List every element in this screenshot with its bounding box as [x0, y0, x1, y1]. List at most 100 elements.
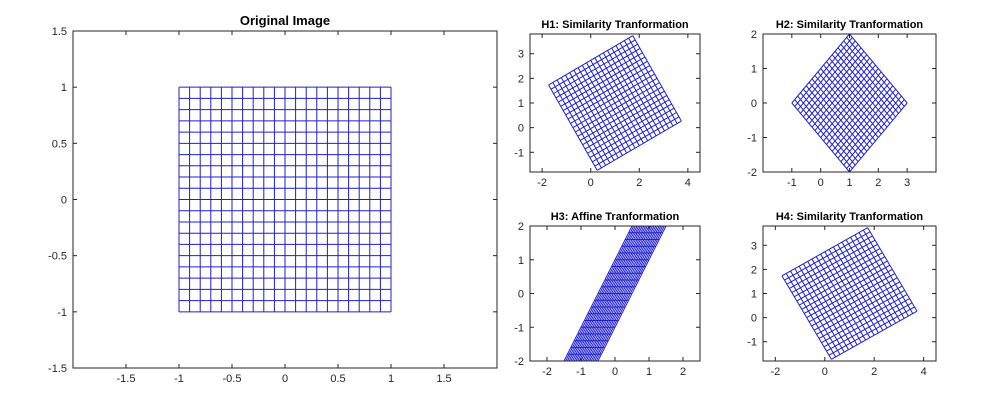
- grid-line-horizontal: [811, 57, 871, 128]
- grid-line-vertical: [632, 35, 682, 122]
- y-tick-label: -1: [747, 337, 757, 349]
- y-tick-label: 1: [61, 82, 67, 94]
- grid-line-horizontal: [553, 43, 638, 94]
- x-tick-label: -1: [174, 373, 184, 385]
- transformed-grid: [791, 34, 908, 172]
- grid-line-vertical: [597, 226, 667, 361]
- grid-line-vertical: [850, 237, 901, 322]
- grid-line-vertical: [845, 239, 897, 324]
- panel-h4-similarity: -2 0 2 4 -1 0 1 2 3 H4: Similarity Tranformation: [747, 211, 937, 378]
- y-tick-label: 2: [751, 29, 757, 41]
- grid-line-vertical: [791, 102, 850, 172]
- x-tick-label: 2: [871, 366, 877, 378]
- y-tick-label: -1.5: [48, 363, 67, 375]
- grid-line-horizontal: [801, 260, 888, 310]
- y-tick-label: 0: [518, 289, 524, 301]
- chart-title: Original Image: [240, 13, 330, 28]
- grid-line-horizontal: [797, 40, 856, 111]
- chart-title: H3: Affine Tranformation: [551, 211, 680, 223]
- x-tick-label: 1: [846, 177, 852, 189]
- grid-line-vertical: [826, 61, 885, 131]
- x-tick-label: 2: [680, 366, 686, 378]
- x-tick-label: 0: [818, 177, 824, 189]
- grid-line-vertical: [858, 232, 909, 317]
- grid-line-horizontal: [803, 264, 891, 314]
- x-tick-label: 1.5: [436, 373, 451, 385]
- grid-line-horizontal: [791, 243, 878, 293]
- grid-line-vertical: [590, 226, 660, 361]
- y-tick-label: 1: [518, 98, 524, 110]
- grid-line-horizontal: [560, 56, 646, 107]
- x-tick-label: 2: [636, 177, 642, 189]
- x-tick-label: 0.5: [330, 373, 345, 385]
- grid-line-vertical: [781, 275, 832, 360]
- grid-line-horizontal: [794, 248, 881, 298]
- grid-line-horizontal: [786, 235, 873, 285]
- grid-line-vertical: [587, 226, 657, 361]
- grid-line-vertical: [849, 34, 908, 104]
- grid-line-vertical: [837, 47, 897, 118]
- y-tick-label: -1: [747, 133, 757, 145]
- grid-line-horizontal: [800, 44, 859, 114]
- transformed-grid: [563, 226, 667, 361]
- grid-line-horizontal: [572, 77, 658, 129]
- transformed-grid: [178, 86, 392, 313]
- y-tick-label: 0: [751, 313, 757, 325]
- grid-line-vertical: [840, 44, 899, 114]
- chart-title: H2: Similarity Tranformation: [776, 19, 924, 31]
- grid-line-vertical: [867, 227, 918, 312]
- x-tick-label: -1.5: [117, 373, 136, 385]
- grid-line-horizontal: [784, 231, 871, 281]
- grid-line-vertical: [823, 64, 882, 135]
- x-tick-label: -1: [787, 177, 797, 189]
- chart-title: H1: Similarity Tranformation: [541, 19, 689, 31]
- grid-line-horizontal: [791, 34, 850, 104]
- grid-line-horizontal: [814, 61, 873, 131]
- x-tick-label: 1: [646, 366, 652, 378]
- grid-line-vertical: [862, 229, 914, 314]
- grid-line-vertical: [831, 54, 891, 125]
- y-tick-label: 1: [518, 255, 524, 267]
- grid-line-horizontal: [817, 64, 876, 135]
- grid-line-vertical: [828, 57, 888, 128]
- grid-line-horizontal: [806, 268, 893, 319]
- x-tick-label: -1: [576, 366, 586, 378]
- grid-line-horizontal: [794, 37, 853, 107]
- y-tick-label: 0: [518, 123, 524, 135]
- transformed-grid: [781, 227, 918, 360]
- panel-h1-similarity: -2 0 2 4 -1 0 1 2 3 H1: Similarity Tranformation: [514, 19, 701, 189]
- grid-line-horizontal: [781, 227, 868, 277]
- y-tick-label: -2: [514, 356, 524, 368]
- grid-line-horizontal: [799, 256, 886, 306]
- grid-line-vertical: [832, 246, 884, 331]
- y-tick-label: -1: [57, 307, 67, 319]
- grid-line-horizontal: [565, 65, 651, 116]
- grid-line-vertical: [843, 40, 902, 111]
- y-tick-label: 1: [751, 289, 757, 301]
- grid-line-vertical: [602, 52, 653, 139]
- grid-line-horizontal: [808, 54, 868, 125]
- y-tick-label: 2: [518, 221, 524, 233]
- y-tick-label: 0: [751, 98, 757, 110]
- grid-line-vertical: [585, 226, 655, 361]
- grid-line-vertical: [595, 226, 665, 361]
- x-tick-label: 0: [588, 177, 594, 189]
- x-tick-label: -2: [770, 366, 780, 378]
- x-tick-label: 1: [388, 373, 394, 385]
- x-tick-label: 0: [822, 366, 828, 378]
- x-tick-label: 0: [612, 366, 618, 378]
- grid-line-horizontal: [562, 60, 648, 112]
- grid-line-vertical: [598, 55, 649, 142]
- grid-line-horizontal: [796, 252, 883, 302]
- grid-line-vertical: [837, 244, 888, 329]
- grid-line-vertical: [828, 249, 879, 334]
- x-tick-label: -0.5: [223, 373, 242, 385]
- y-tick-label: 1: [751, 64, 757, 76]
- grid-line-vertical: [582, 226, 652, 361]
- x-tick-label: 3: [904, 177, 910, 189]
- y-tick-label: -2: [747, 167, 757, 179]
- grid-line-vertical: [615, 45, 665, 132]
- x-tick-label: -2: [537, 177, 547, 189]
- grid-line-horizontal: [550, 39, 636, 90]
